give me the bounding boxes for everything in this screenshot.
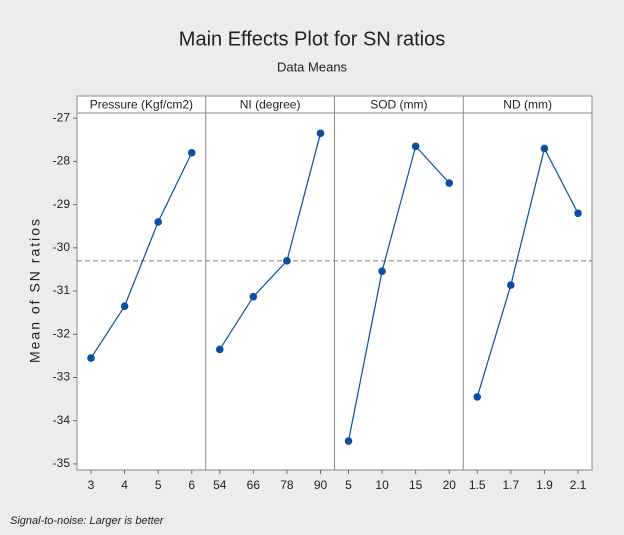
x-tick-label: 78 bbox=[280, 478, 294, 492]
x-tick-label: 5 bbox=[345, 478, 352, 492]
y-axis-label: Mean of SN ratios bbox=[27, 217, 43, 363]
y-tick-label: -33 bbox=[53, 370, 71, 384]
panel-title: ND (mm) bbox=[503, 98, 552, 112]
y-tick-label: -31 bbox=[53, 283, 71, 297]
x-tick-label: 2.1 bbox=[570, 478, 587, 492]
effect-line bbox=[347, 145, 450, 442]
point bbox=[378, 267, 386, 275]
point bbox=[411, 142, 420, 151]
x-tick-label: 10 bbox=[375, 478, 389, 492]
x-tick-label: 90 bbox=[314, 478, 328, 492]
point bbox=[87, 354, 95, 362]
x-tick-label: 1.5 bbox=[469, 478, 486, 492]
point bbox=[540, 144, 549, 153]
y-tick-label: -30 bbox=[53, 240, 71, 254]
y-tick-label: -29 bbox=[53, 197, 71, 211]
chart-subtitle: Data Means bbox=[277, 59, 348, 74]
footnote: Signal-to-noise: Larger is better bbox=[10, 515, 165, 527]
effect-line bbox=[476, 146, 579, 398]
point bbox=[316, 129, 325, 138]
y-tick-label: -32 bbox=[53, 326, 71, 340]
point bbox=[283, 257, 291, 265]
x-tick-label: 3 bbox=[88, 478, 95, 492]
y-tick-label: -28 bbox=[53, 154, 71, 168]
x-tick-label: 4 bbox=[121, 478, 128, 492]
point bbox=[344, 437, 353, 445]
point bbox=[187, 148, 196, 157]
effect-line bbox=[219, 133, 322, 350]
x-tick-label: 20 bbox=[443, 478, 457, 492]
point bbox=[120, 302, 129, 310]
point bbox=[507, 281, 515, 289]
panel-title: NI (degree) bbox=[240, 98, 301, 112]
panel-title: SOD (mm) bbox=[370, 98, 427, 112]
point bbox=[445, 179, 454, 187]
x-tick-label: 6 bbox=[188, 478, 195, 492]
y-tick-label: -34 bbox=[53, 413, 71, 427]
x-tick-label: 5 bbox=[155, 478, 162, 492]
panel-title: Pressure (Kgf/cm2) bbox=[90, 98, 193, 112]
x-tick-label: 54 bbox=[213, 478, 227, 492]
point bbox=[215, 345, 224, 354]
y-tick-label: -27 bbox=[53, 110, 71, 124]
x-tick-label: 15 bbox=[409, 478, 423, 492]
x-tick-label: 1.9 bbox=[536, 478, 553, 492]
x-tick-label: 1.7 bbox=[502, 478, 519, 492]
point bbox=[154, 218, 162, 226]
point bbox=[249, 292, 258, 301]
y-tick-label: -35 bbox=[53, 456, 71, 470]
effect-line bbox=[90, 152, 193, 359]
point bbox=[473, 393, 482, 401]
point bbox=[574, 209, 582, 218]
x-tick-label: 66 bbox=[247, 478, 261, 492]
chart-title: Main Effects Plot for SN ratios bbox=[179, 28, 445, 50]
